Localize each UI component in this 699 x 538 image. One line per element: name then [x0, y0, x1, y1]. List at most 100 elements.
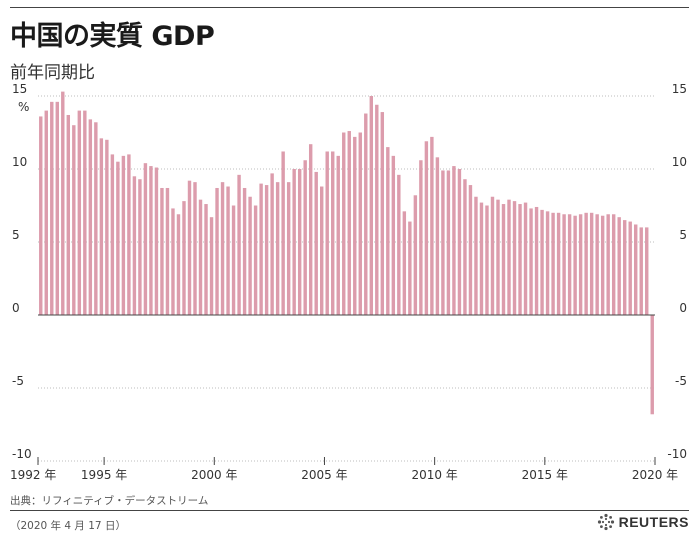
bar: [347, 131, 351, 315]
bar: [562, 214, 566, 315]
bar: [281, 151, 285, 315]
bar: [94, 122, 98, 315]
bar: [578, 214, 583, 315]
bar: [187, 180, 192, 315]
bar: [143, 163, 148, 315]
bar: [149, 166, 153, 315]
bar: [198, 199, 203, 315]
bar: [589, 212, 594, 315]
source-note: 出典：リフィニティブ・データストリーム: [10, 495, 209, 507]
bar: [457, 169, 462, 315]
bar: [364, 113, 368, 316]
bar: [452, 166, 456, 315]
bar: [171, 208, 175, 315]
bar: [270, 173, 274, 315]
bar: [573, 215, 577, 315]
bar: [39, 116, 43, 315]
bar: [116, 161, 120, 315]
top-rule: [10, 7, 689, 8]
bar: [77, 110, 82, 315]
bar: [237, 174, 241, 315]
bar: [336, 155, 340, 315]
x-tick-label: 2005 年: [301, 468, 347, 482]
bar: [622, 220, 627, 315]
bar: [435, 157, 440, 315]
bar: [639, 227, 643, 315]
bar: [441, 170, 445, 315]
bar: [99, 138, 104, 315]
bar: [160, 187, 164, 315]
bar: [617, 217, 621, 315]
y-tick-label-left: 5: [12, 228, 20, 242]
bar: [413, 195, 418, 315]
bar: [353, 136, 357, 315]
chart-subtitle: 前年同期比: [10, 63, 95, 83]
publish-date: （2020 年 4 月 17 日）: [10, 520, 126, 532]
bar: [342, 132, 346, 315]
bar: [358, 132, 362, 315]
y-tick-label-left: -5: [12, 374, 24, 388]
bar: [540, 209, 544, 315]
bar: [176, 214, 181, 315]
bar: [446, 170, 451, 315]
bar: [110, 154, 115, 315]
bar: [518, 204, 522, 315]
bar: [193, 182, 197, 315]
y-tick-label-left: 15: [12, 82, 27, 96]
x-tick-label: 1995 年: [81, 468, 127, 482]
bar: [507, 199, 511, 315]
bar: [650, 315, 654, 415]
y-tick-label-left: 0: [12, 301, 20, 315]
chart-title: 中国の実質 GDP: [10, 21, 215, 52]
bar: [209, 217, 214, 315]
bar: [138, 179, 142, 315]
bar: [512, 201, 517, 315]
bar: [496, 199, 500, 315]
bar: [314, 171, 318, 315]
bar: [479, 202, 484, 315]
y-tick-label-right: -10: [667, 447, 687, 461]
bar: [551, 212, 555, 315]
bar: [645, 227, 649, 315]
bar: [303, 160, 307, 315]
brand-logo: REUTERS: [597, 513, 689, 531]
y-tick-label-left: -10: [12, 447, 32, 461]
bar: [308, 144, 313, 315]
bar: [297, 169, 302, 315]
bar: [105, 139, 109, 315]
bar: [165, 187, 170, 315]
y-tick-label-right: -5: [675, 374, 687, 388]
x-tick-label: 2000 年: [191, 468, 237, 482]
bar: [600, 215, 605, 315]
bar: [292, 169, 296, 315]
bar: [397, 174, 401, 315]
bar: [424, 141, 429, 315]
reuters-dots-icon: [597, 513, 614, 531]
bar: [523, 202, 528, 315]
bar: [408, 221, 412, 315]
bar: [231, 205, 236, 315]
bar: [66, 114, 71, 315]
x-tick-label: 2010 年: [411, 468, 457, 482]
bar: [485, 205, 489, 315]
bar: [490, 196, 495, 315]
bar: [226, 186, 230, 315]
bar: [259, 183, 263, 315]
bar: [595, 214, 599, 315]
bar: [375, 104, 379, 315]
x-tick-label: 2015 年: [522, 468, 568, 482]
bottom-rule: [10, 510, 689, 511]
bar: [242, 187, 247, 315]
bar: [154, 167, 159, 315]
bar: [253, 205, 258, 315]
y-tick-label-left: 10: [12, 155, 27, 169]
bar: [474, 196, 478, 315]
bar: [61, 91, 65, 316]
bar: [391, 155, 396, 315]
y-tick-label-right: 5: [679, 228, 687, 242]
y-tick-label-right: 15: [672, 82, 687, 96]
bar: [468, 185, 473, 315]
bar: [83, 110, 87, 315]
bar: [320, 186, 324, 315]
